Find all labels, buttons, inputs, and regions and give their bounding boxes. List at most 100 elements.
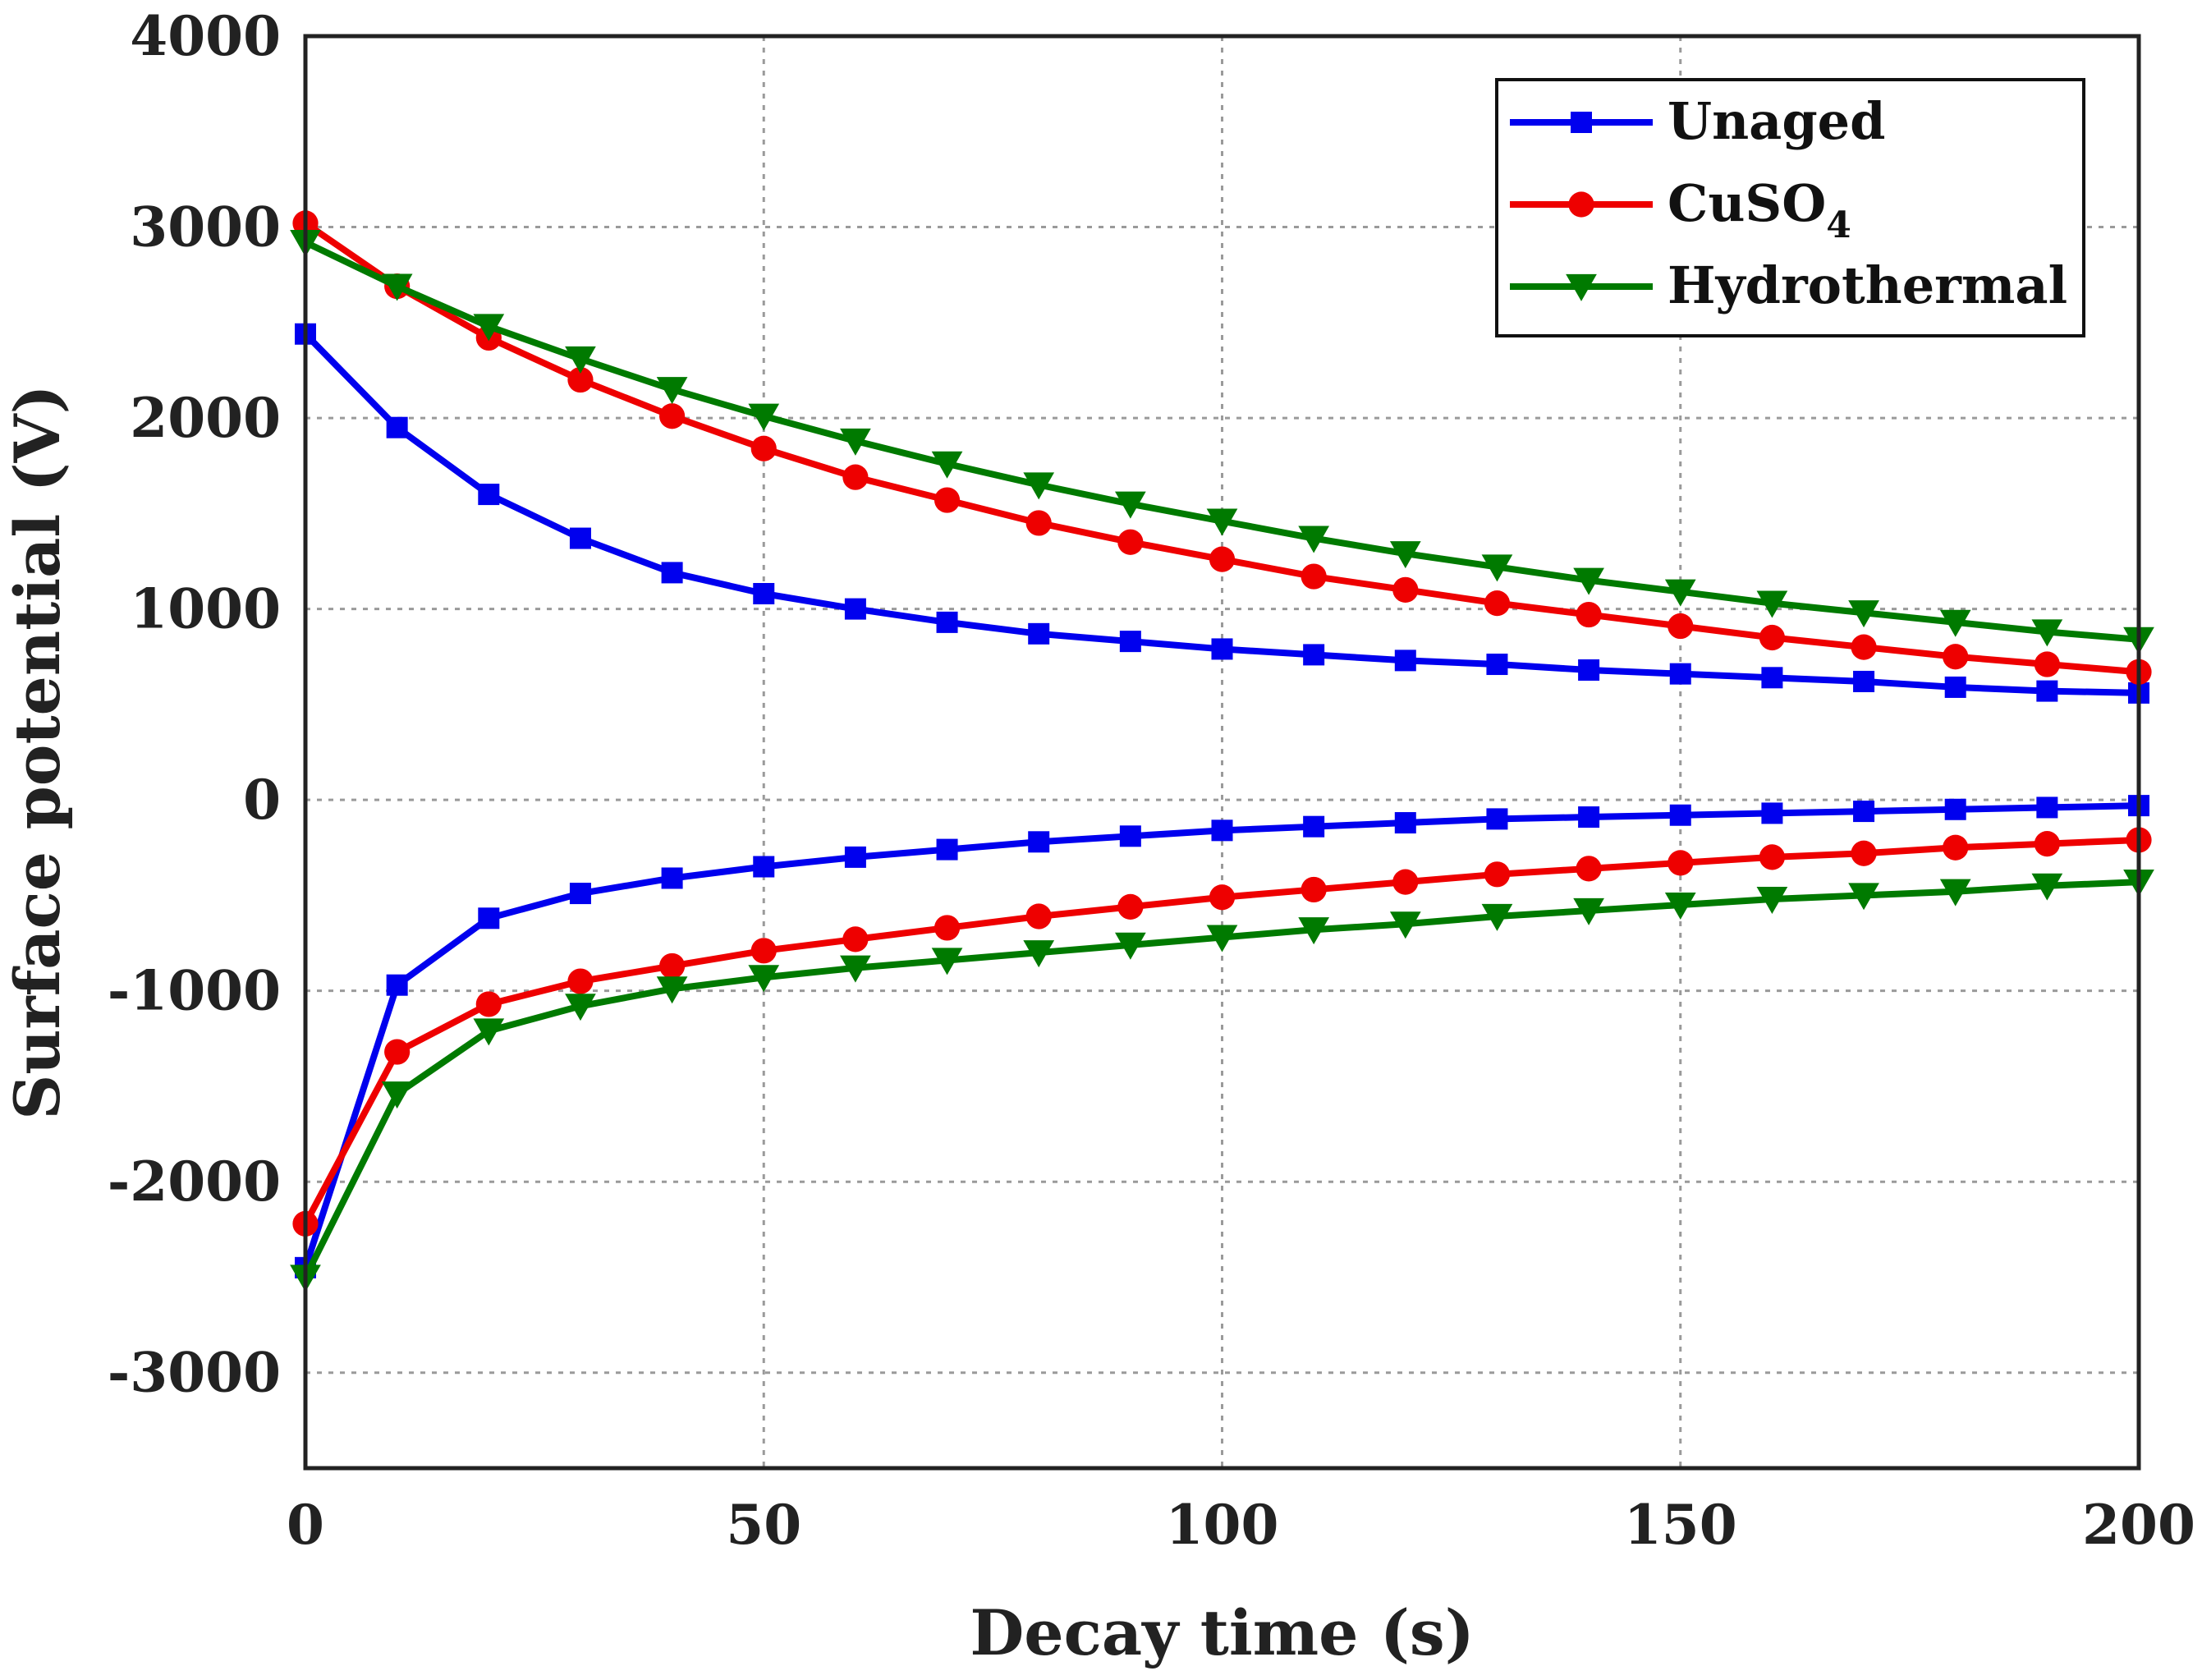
data-point: [1303, 815, 1325, 838]
data-point: [1392, 869, 1419, 895]
data-point: [2036, 796, 2058, 819]
data-point: [1117, 529, 1144, 555]
data-point: [1669, 804, 1691, 826]
data-point: [2031, 619, 2063, 647]
x-tick-label: 50: [726, 1493, 801, 1557]
data-point: [1756, 590, 1788, 618]
data-point: [1848, 600, 1879, 628]
data-point: [2034, 651, 2060, 677]
data-point: [659, 952, 686, 980]
data-point: [750, 435, 777, 461]
data-point: [934, 915, 961, 941]
data-point: [2031, 873, 2063, 901]
y-tick-label: 1000: [130, 577, 281, 641]
data-point: [1756, 886, 1788, 914]
data-point: [1023, 940, 1055, 968]
data-point: [567, 366, 594, 393]
data-point: [1668, 850, 1694, 876]
data-point: [1028, 831, 1050, 853]
data-point: [1484, 590, 1511, 617]
data-point: [931, 948, 963, 975]
y-tick-label: -3000: [108, 1341, 281, 1405]
data-point: [1851, 634, 1877, 660]
series-layer: [290, 210, 2154, 1292]
data-point: [1853, 670, 1875, 692]
data-point: [1664, 892, 1696, 920]
data-point: [1206, 508, 1238, 536]
x-tick-label: 150: [1624, 1493, 1737, 1557]
data-point: [1028, 622, 1050, 645]
data-point: [565, 994, 596, 1021]
data-point: [1486, 808, 1508, 830]
data-point: [1394, 812, 1416, 834]
data-point: [840, 955, 871, 983]
series-group: [290, 230, 2154, 654]
data-point: [1301, 563, 1327, 590]
x-axis-title: Decay time (s): [970, 1596, 1474, 1669]
data-point: [934, 487, 961, 513]
legend-marker: [1568, 191, 1594, 218]
data-point: [1851, 840, 1877, 866]
data-point: [1298, 917, 1329, 945]
data-point: [381, 273, 413, 301]
data-point: [386, 974, 408, 996]
data-point: [1573, 567, 1604, 595]
data-point: [1119, 631, 1141, 653]
x-tick-label: 200: [2082, 1493, 2195, 1557]
data-point: [1943, 834, 1969, 861]
data-point: [1576, 856, 1602, 882]
series-group: [290, 870, 2154, 1292]
data-point: [386, 416, 408, 438]
data-point: [1389, 911, 1421, 939]
data-point: [1943, 644, 1969, 670]
data-point: [1481, 903, 1513, 931]
data-point: [659, 403, 686, 429]
data-point: [473, 314, 505, 342]
data-point: [750, 938, 777, 964]
data-point: [842, 464, 869, 490]
data-point: [565, 346, 596, 374]
data-point: [1023, 472, 1055, 500]
data-point: [1669, 663, 1691, 685]
data-point: [661, 867, 683, 889]
data-point: [1209, 884, 1236, 911]
data-point: [1119, 825, 1141, 847]
x-tick-label: 100: [1166, 1493, 1279, 1557]
data-point: [844, 846, 866, 868]
data-point: [1392, 576, 1419, 603]
data-point: [1115, 491, 1146, 519]
y-tick-label: 0: [243, 768, 281, 832]
data-point: [1115, 932, 1146, 960]
data-point: [473, 1018, 505, 1046]
grid-lines: [305, 36, 2139, 1468]
data-point: [753, 582, 775, 604]
data-point: [1211, 638, 1233, 660]
data-point: [840, 428, 871, 456]
data-point: [1389, 541, 1421, 569]
legend-label: Unaged: [1668, 91, 1885, 151]
legend-label: Hydrothermal: [1668, 255, 2067, 315]
data-point: [656, 976, 688, 1004]
data-point: [1484, 861, 1511, 888]
data-point: [569, 883, 591, 905]
plot-frame: [303, 34, 2141, 1471]
data-point: [1298, 526, 1329, 553]
data-point: [1759, 624, 1785, 651]
data-point: [1761, 802, 1783, 824]
data-point: [1394, 650, 1416, 672]
data-point: [1206, 925, 1238, 952]
data-point: [381, 1081, 413, 1109]
data-point: [1853, 801, 1875, 823]
data-point: [1117, 893, 1144, 920]
data-point: [1664, 579, 1696, 607]
data-point: [2036, 680, 2058, 702]
data-point: [748, 965, 780, 993]
data-point: [1573, 897, 1604, 925]
data-point: [1759, 844, 1785, 870]
data-point: [1209, 546, 1236, 572]
data-point: [2034, 831, 2060, 857]
y-tick-label: -1000: [108, 959, 281, 1023]
series-group: [295, 323, 2149, 704]
